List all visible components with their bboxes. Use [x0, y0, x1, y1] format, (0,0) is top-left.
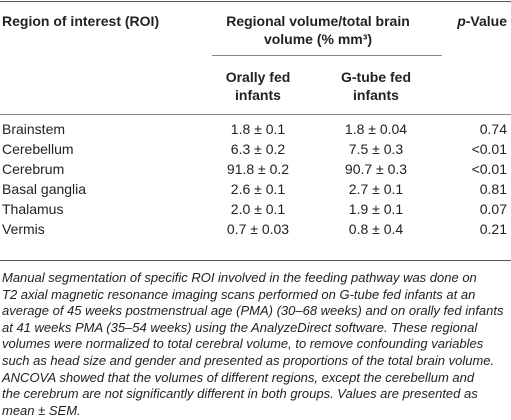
row-label: Cerebrum	[2, 161, 65, 177]
cell: 0.21	[479, 221, 507, 237]
note-line: volumes were normalized to total cerebra…	[2, 336, 484, 352]
note-line: the cerebrum are not significantly diffe…	[2, 386, 478, 402]
note-line: average of 45 weeks postmenstrual age (P…	[2, 303, 504, 319]
bottom-rule	[0, 260, 511, 261]
note-line: Manual segmentation of specific ROI invo…	[2, 270, 477, 285]
cell: 91.8 ± 0.2	[226, 161, 290, 177]
header-text: -Value	[465, 13, 507, 29]
header-cell: Regional volume/total brain volume (% mm…	[226, 13, 410, 47]
row-label: Vermis	[2, 221, 45, 237]
header-cell: Region of interest (ROI)	[2, 13, 160, 29]
cell: 2.6 ± 0.1	[230, 181, 286, 197]
cell: 1.9 ± 0.1	[348, 201, 404, 217]
header-italic: p	[457, 13, 466, 29]
note-line: ANCOVA showed that the volumes of differ…	[2, 369, 475, 385]
row-label: Thalamus	[2, 201, 64, 217]
subheader-cell: Orally fed infants	[225, 69, 291, 103]
row-label: Cerebellum	[2, 141, 74, 157]
cell: 90.7 ± 0.3	[344, 161, 408, 177]
row-label: Brainstem	[2, 121, 66, 137]
header-rule	[0, 114, 511, 115]
span-rule	[212, 55, 442, 56]
cell: 2.0 ± 0.1	[230, 201, 286, 217]
note-line: mean ± SEM.	[2, 402, 81, 418]
note-line: T2 axial magnetic resonance imaging scan…	[2, 286, 476, 302]
note-line: such as head size and gender and present…	[2, 353, 495, 368]
cell: <0.01	[471, 141, 507, 157]
cell: 0.8 ± 0.4	[348, 221, 404, 237]
cell: <0.01	[471, 161, 507, 177]
cell: 7.5 ± 0.3	[348, 141, 404, 157]
cell: 6.3 ± 0.2	[230, 141, 286, 157]
cell: 0.81	[479, 181, 507, 197]
subheader-cell: G-tube fed infants	[341, 69, 411, 103]
cell: 0.74	[479, 121, 507, 137]
row-label: Basal ganglia	[2, 181, 87, 197]
cell: 0.07	[479, 201, 507, 217]
cell: 1.8 ± 0.1	[230, 121, 286, 137]
top-rule	[0, 1, 511, 2]
cell: 2.7 ± 0.1	[348, 181, 404, 197]
cell: 0.7 ± 0.03	[226, 221, 290, 237]
header-cell: p-Value	[457, 12, 507, 30]
cell: 1.8 ± 0.04	[344, 121, 408, 137]
note-line: at 41 weeks PMA (35–54 weeks) using the …	[2, 319, 478, 335]
